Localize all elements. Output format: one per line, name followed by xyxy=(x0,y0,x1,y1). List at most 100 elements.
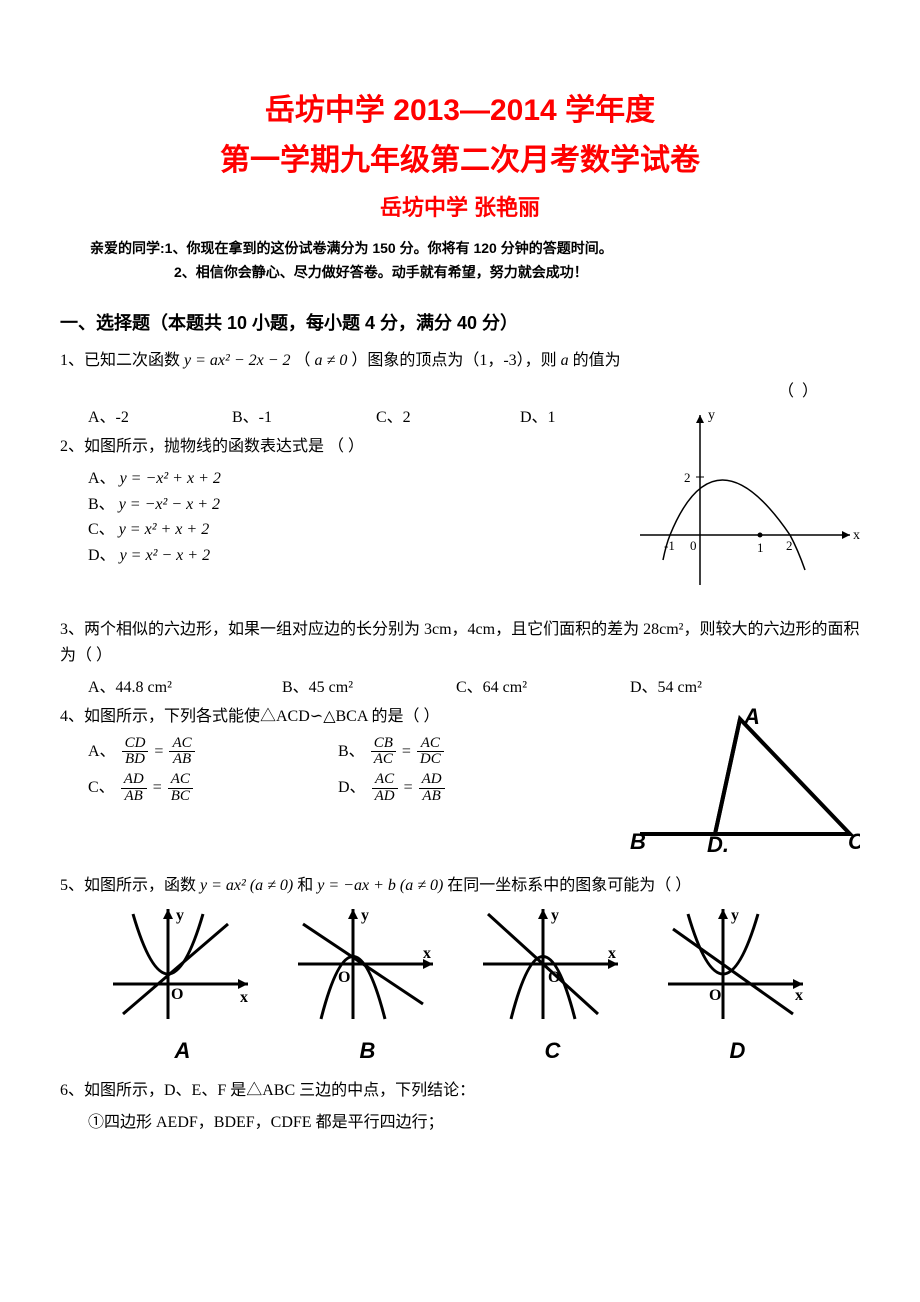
svg-text:x: x xyxy=(240,989,248,1006)
q2-opt-d: D、 y = x² − x + 2 xyxy=(88,543,630,569)
question-2-stem: 2、如图所示，抛物线的函数表达式是 （ ） xyxy=(60,434,630,460)
title-line-1: 岳坊中学 2013—2014 学年度 xyxy=(60,90,860,132)
author-line: 岳坊中学 张艳丽 xyxy=(60,190,860,225)
q2-d-expr: x² − x + 2 xyxy=(145,543,210,569)
svg-text:y: y xyxy=(731,907,739,924)
frac-ad3: AD xyxy=(419,772,445,789)
intro-line-2: 2、相信你会静心、尽力做好答卷。动手就有希望，努力就会成功！ xyxy=(174,261,860,285)
svg-text:O: O xyxy=(338,969,350,986)
q2-c-y: y = xyxy=(119,517,141,543)
q1-opt-b: B、-1 xyxy=(232,405,372,431)
q4-a-pre: A、 xyxy=(88,739,116,765)
frac-ac3: AC xyxy=(417,736,444,753)
svg-text:x: x xyxy=(795,987,803,1004)
q1-opt-c: C、2 xyxy=(376,405,516,431)
q2-options: A、 y = −x² + x + 2 B、 y = −x² − x + 2 C、… xyxy=(88,466,630,568)
svg-text:-1: -1 xyxy=(664,538,675,553)
q3-opt-b: B、45 cm² xyxy=(282,675,452,701)
frac-cb: CB xyxy=(371,736,396,753)
svg-text:1: 1 xyxy=(757,540,764,555)
q4-opt-d: D、 ACAD = ADAB xyxy=(338,772,447,805)
q1-opt-a: A、-2 xyxy=(88,405,228,431)
frac-dc: DC xyxy=(417,752,444,768)
svg-text:y: y xyxy=(361,907,369,924)
svg-text:x: x xyxy=(423,945,431,962)
svg-text:2: 2 xyxy=(786,538,793,553)
q1-a-ne-0: a ≠ 0 xyxy=(315,352,348,369)
q1-options: A、-2 B、-1 C、2 D、1 xyxy=(88,405,630,431)
q1-stem-b: （ xyxy=(295,352,311,369)
frac-ac2: AC xyxy=(371,752,396,768)
svg-text:y: y xyxy=(708,408,715,423)
q1-expr-y: y = xyxy=(184,352,210,369)
question-6-stem: 6、如图所示，D、E、F 是△ABC 三边的中点，下列结论： xyxy=(60,1078,860,1104)
q1-stem-d: 的值为 xyxy=(573,352,621,369)
triangle-diagram: A B D. C xyxy=(630,704,860,863)
svg-text:x: x xyxy=(608,945,616,962)
title-line-2: 第一学期九年级第二次月考数学试卷 xyxy=(60,140,860,182)
q3-options: A、44.8 cm² B、45 cm² C、64 cm² D、54 cm² xyxy=(88,675,860,701)
question-5-stem: 5、如图所示，函数 y = ax² (a ≠ 0) 和 y = −ax + b … xyxy=(60,873,860,899)
q2-b-expr: −x² − x + 2 xyxy=(145,492,220,518)
section-heading: 一、选择题（本题共 10 小题，每小题 4 分，满分 40 分） xyxy=(60,309,860,338)
q5-stem-b: 和 xyxy=(297,877,317,894)
q4-options: A、 CDBD = ACAB B、 CBAC = ACDC C、 ADAB = xyxy=(88,736,630,805)
q2-c-expr: x² + x + 2 xyxy=(145,517,210,543)
frac-ab: AB xyxy=(169,752,194,768)
q4-opt-a: A、 CDBD = ACAB xyxy=(88,736,338,769)
frac-bd: BD xyxy=(122,752,149,768)
parabola-graph: x y -1 0 1 2 2 xyxy=(630,405,860,604)
q5-expr1: y = ax² (a ≠ 0) xyxy=(200,877,293,894)
q1-a: a xyxy=(561,352,569,369)
q3-opt-d: D、54 cm² xyxy=(630,675,750,701)
q4-d-pre: D、 xyxy=(338,775,366,801)
q2-opt-c: C、 y = x² + x + 2 xyxy=(88,517,630,543)
frac-cd: CD xyxy=(122,736,149,753)
frac-ac4: AC xyxy=(168,772,193,789)
q5-graph-c: O x y C xyxy=(478,904,628,1068)
q4-b-pre: B、 xyxy=(338,739,365,765)
q5-expr2: y = −ax + b (a ≠ 0) xyxy=(317,877,443,894)
question-1: 1、已知二次函数 y = ax² − 2x − 2 （ a ≠ 0 ）图象的顶点… xyxy=(60,348,860,374)
q5-graph-d: O x y D xyxy=(663,904,813,1068)
svg-text:O: O xyxy=(709,987,721,1004)
q5-stem-a: 5、如图所示，函数 xyxy=(60,877,200,894)
q5-graphs-row: O x y A O x y B O x y xyxy=(90,904,830,1068)
svg-text:C: C xyxy=(848,829,860,854)
q1-opt-d: D、1 xyxy=(520,405,620,431)
q3-opt-c: C、64 cm² xyxy=(456,675,626,701)
q4-c-pre: C、 xyxy=(88,775,115,801)
frac-ac5: AC xyxy=(372,772,398,789)
frac-ad: AD xyxy=(121,772,147,789)
q2-b-pre: B、 xyxy=(88,492,115,518)
q2-d-pre: D、 xyxy=(88,543,116,569)
svg-text:x: x xyxy=(853,528,860,543)
question-4-stem: 4、如图所示，下列各式能使△ACD∽△BCA 的是（ ） xyxy=(60,704,630,730)
q4-opt-c: C、 ADAB = ACBC xyxy=(88,772,338,805)
svg-text:B: B xyxy=(630,829,646,854)
q1-stem-c: ）图象的顶点为（1，-3），则 xyxy=(351,352,560,369)
q1-expr-body: ax² − 2x − 2 xyxy=(210,352,291,369)
q2-b-y: y = xyxy=(119,492,141,518)
svg-text:A: A xyxy=(743,704,760,729)
frac-ab2: AB xyxy=(121,789,147,805)
q5-stem-c: 在同一坐标系中的图象可能为（ ） xyxy=(447,877,691,894)
q4-opt-b: B、 CBAC = ACDC xyxy=(338,736,446,769)
frac-ad2: AD xyxy=(372,789,398,805)
question-3-stem: 3、两个相似的六边形，如果一组对应边的长分别为 3cm，4cm，且它们面积的差为… xyxy=(60,617,860,668)
intro-block: 亲爱的同学:1、你现在拿到的这份试卷满分为 150 分。你将有 120 分钟的答… xyxy=(90,237,860,285)
q4-row: 4、如图所示，下列各式能使△ACD∽△BCA 的是（ ） A、 CDBD = A… xyxy=(60,704,860,863)
q6-sub-1: ①四边形 AEDF，BDEF，CDFE 都是平行四边行； xyxy=(88,1110,860,1136)
intro-line-1: 亲爱的同学:1、你现在拿到的这份试卷满分为 150 分。你将有 120 分钟的答… xyxy=(90,237,860,261)
q5-graph-a: O x y A xyxy=(108,904,258,1068)
svg-text:y: y xyxy=(176,907,184,924)
q2-a-pre: A、 xyxy=(88,466,116,492)
q2-d-y: y = xyxy=(120,543,142,569)
q3-opt-a: A、44.8 cm² xyxy=(88,675,278,701)
q2-opt-b: B、 y = −x² − x + 2 xyxy=(88,492,630,518)
svg-text:D.: D. xyxy=(707,832,729,854)
svg-text:2: 2 xyxy=(684,470,691,485)
svg-text:0: 0 xyxy=(690,538,697,553)
q1-stem-a: 1、已知二次函数 xyxy=(60,352,184,369)
q1q2-row: A、-2 B、-1 C、2 D、1 2、如图所示，抛物线的函数表达式是 （ ） … xyxy=(60,405,860,604)
